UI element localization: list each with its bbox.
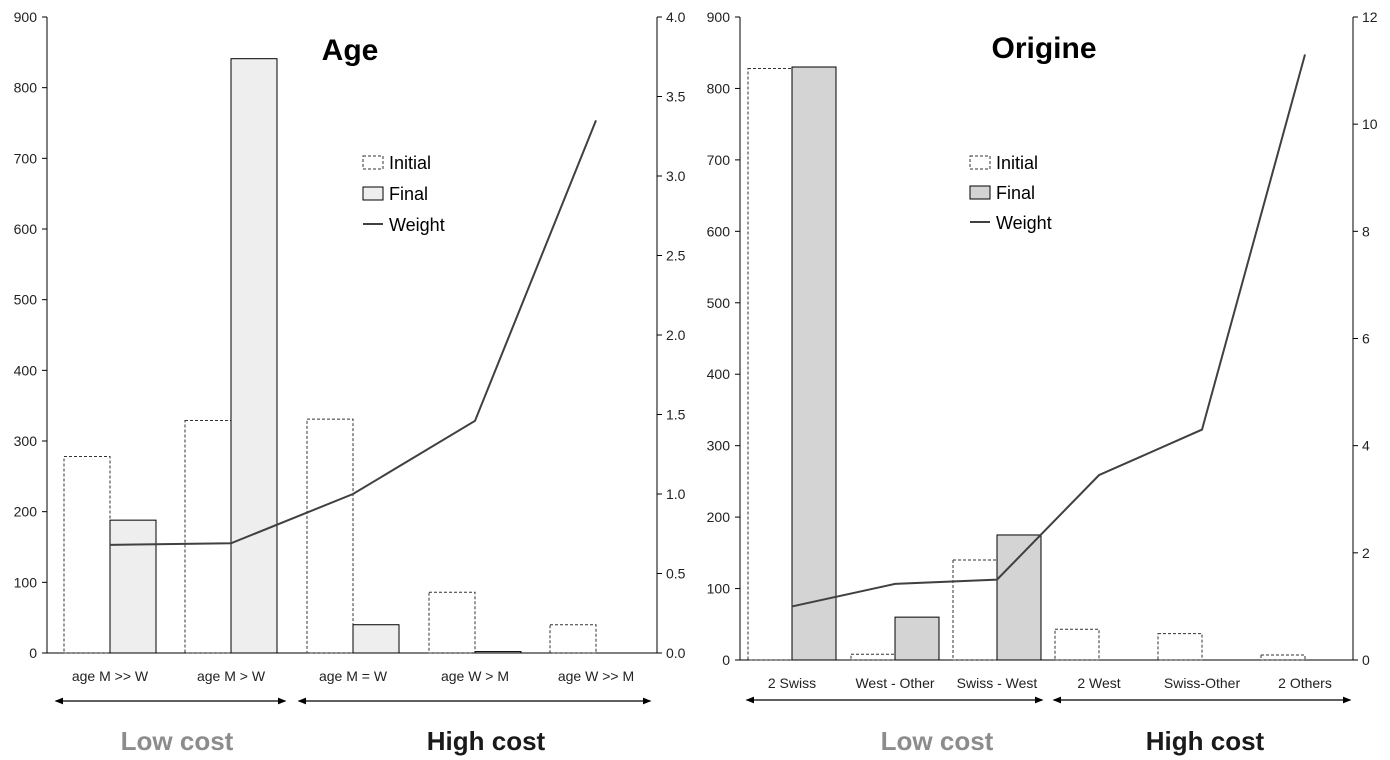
category-label: age W >> M [558,668,634,684]
high-cost-label: High cost [1146,726,1265,756]
left-y-tick-label: 300 [14,433,38,449]
initial-bar-6 [1260,654,1306,661]
category-label: Swiss - West [957,675,1038,691]
legend-final-label: Final [996,183,1035,203]
right-y-tick-label: 2.0 [666,327,686,343]
right-y-tick-label: 1.5 [666,407,686,423]
origine-chart-panel: 0 100 200 300 400 500 600 700 800 900 0 2 4 6 8 10 12 2 S… [707,9,1378,756]
legend-final-label: Final [389,184,428,204]
legend-initial-label: Initial [389,153,431,173]
left-y-tick-label: 200 [14,504,38,520]
final-bar-3 [996,534,1042,661]
legend-final-swatch [969,185,991,200]
category-label: age M > W [197,668,266,684]
chart-title: Origine [991,32,1096,65]
legend-weight-label: Weight [389,215,445,235]
left-y-tick-label: 900 [14,9,38,25]
initial-bar-2 [184,420,232,654]
initial-bar-3 [306,418,354,654]
category-label: 2 Swiss [768,675,816,691]
initial-bar-2 [850,653,896,661]
left-y-tick-label: 500 [14,292,38,308]
left-y-tick-label: 700 [707,152,731,168]
left-y-tick-label: 300 [707,438,731,454]
left-y-tick-label: 200 [707,509,731,525]
initial-bar-4 [428,591,476,654]
category-label: West - Other [855,675,934,691]
weight-line [791,54,1306,608]
left-y-tick-label: 800 [14,80,38,96]
initial-bar-5 [549,624,597,654]
initial-bar-3 [952,559,998,661]
initial-bar-1 [747,67,793,661]
low-cost-label: Low cost [881,726,994,756]
right-y-tick-label: 1.0 [666,486,686,502]
low-cost-label: Low cost [121,726,234,756]
left-y-tick-label: 600 [14,221,38,237]
left-y-tick-label: 900 [707,9,731,25]
chart-title: Age [322,34,379,67]
left-y-tick-label: 400 [707,366,731,382]
final-bar-1 [791,66,837,661]
final-bar-4 [474,651,522,654]
legend-initial-swatch [969,155,991,170]
right-y-tick-label: 3.5 [666,89,686,105]
legend-initial-swatch [362,155,384,170]
category-label: 2 West [1077,675,1120,691]
right-y-tick-label: 4.0 [666,9,686,25]
age-chart-panel: 0 100 200 300 400 500 600 700 800 900 0.0 0.5 1.0 1.5… [14,9,686,756]
category-label: age M >> W [72,668,149,684]
category-label: age W > M [441,668,509,684]
initial-bar-4 [1054,628,1100,661]
category-label: 2 Others [1278,675,1332,691]
right-y-tick-label: 2 [1362,545,1370,561]
legend-initial-label: Initial [996,153,1038,173]
left-y-tick-label: 0 [29,645,37,661]
left-y-tick-label: 400 [14,362,38,378]
right-y-tick-label: 4 [1362,438,1370,454]
right-y-tick-label: 3.0 [666,168,686,184]
right-y-tick-label: 0.0 [666,645,686,661]
right-y-tick-label: 8 [1362,223,1370,239]
legend-final-swatch [362,186,384,201]
right-y-tick-label: 0.5 [666,566,686,582]
left-y-tick-label: 100 [14,574,38,590]
final-bar-1 [109,519,157,654]
left-y-tick-label: 100 [707,581,731,597]
left-y-tick-label: 700 [14,150,38,166]
left-y-tick-label: 800 [707,80,731,96]
final-bar-2 [230,58,278,654]
right-y-tick-label: 12 [1362,9,1378,25]
left-y-tick-label: 500 [707,295,731,311]
left-y-tick-label: 600 [707,223,731,239]
right-y-tick-label: 2.5 [666,248,686,264]
left-y-tick-label: 0 [722,652,730,668]
right-y-tick-label: 0 [1362,652,1370,668]
initial-bar-5 [1157,633,1203,661]
final-bar-3 [352,624,400,654]
weight-line [109,119,597,546]
final-bar-2 [894,616,940,661]
legend-weight-label: Weight [996,213,1052,233]
category-label: age M = W [319,668,388,684]
category-label: Swiss-Other [1164,675,1241,691]
right-y-tick-label: 10 [1362,116,1378,132]
right-y-tick-label: 6 [1362,331,1370,347]
initial-bar-1 [63,456,111,654]
high-cost-label: High cost [427,726,546,756]
